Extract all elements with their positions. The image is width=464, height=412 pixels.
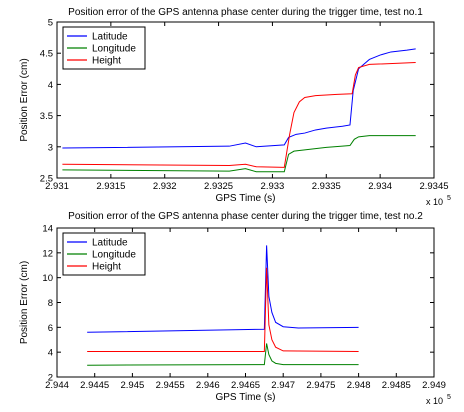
x-tick-label: 2.944 (45, 380, 69, 391)
x-tick-label: 2.9345 (419, 181, 448, 192)
y-tick-label: 3 (48, 142, 53, 153)
x-tick-label: 2.931 (45, 181, 69, 192)
y-tick-label: 14 (42, 224, 53, 235)
y-tick-label: 2 (48, 373, 53, 384)
series-line-height (62, 62, 416, 168)
x-tick-label: 2.9485 (382, 380, 411, 391)
plot-frame (56, 21, 435, 179)
chart-1: Position error of the GPS antenna phase … (19, 7, 451, 207)
y-tick-label: 4.5 (40, 49, 53, 60)
series-line-longitude (62, 135, 416, 173)
chart-2: Position error of the GPS antenna phase … (19, 211, 451, 406)
x-exponent-power: 5 (447, 394, 451, 401)
y-tick-label: 12 (42, 248, 53, 259)
x-tick-label: 2.933 (261, 181, 285, 192)
x-axis-label: GPS Time (s) (215, 193, 275, 204)
chart-title: Position error of the GPS antenna phase … (68, 211, 423, 222)
x-tick-label: 2.946 (196, 380, 220, 391)
legend-label-height: Height (92, 56, 121, 67)
legend-label-latitude: Latitude (92, 32, 128, 43)
legend-label-longitude: Longitude (92, 44, 136, 55)
series-line-longitude (87, 343, 359, 366)
y-tick-label: 3.5 (40, 111, 53, 122)
y-axis-label: Position Error (cm) (19, 261, 30, 344)
x-tick-label: 2.934 (368, 181, 392, 192)
x-tick-label: 2.945 (121, 380, 145, 391)
x-tick-label: 2.9315 (96, 181, 125, 192)
x-exponent-label: x 10 (426, 197, 443, 207)
y-tick-label: 10 (42, 273, 53, 284)
y-tick-label: 4 (48, 348, 53, 359)
x-tick-label: 2.9465 (231, 380, 260, 391)
x-tick-label: 2.948 (347, 380, 371, 391)
legend-label-latitude: Latitude (92, 238, 128, 249)
legend-label-longitude: Longitude (92, 250, 136, 261)
x-tick-label: 2.947 (271, 380, 295, 391)
x-axis-label: GPS Time (s) (215, 392, 275, 403)
x-tick-label: 2.9335 (312, 181, 341, 192)
x-tick-label: 2.9325 (204, 181, 233, 192)
x-tick-label: 2.949 (422, 380, 446, 391)
legend-label-height: Height (92, 262, 121, 273)
series-line-latitude (62, 48, 416, 149)
x-exponent-label: x 10 (426, 396, 443, 406)
x-tick-label: 2.9455 (156, 380, 185, 391)
y-axis-label: Position Error (cm) (19, 58, 30, 141)
series-line-latitude (87, 245, 359, 333)
x-tick-label: 2.932 (153, 181, 177, 192)
y-tick-label: 2.5 (40, 174, 53, 185)
y-tick-label: 8 (48, 298, 53, 309)
series-line-height (87, 267, 359, 353)
x-tick-label: 2.9445 (80, 380, 109, 391)
y-tick-label: 6 (48, 323, 53, 334)
x-tick-label: 2.9475 (306, 380, 335, 391)
y-tick-label: 5 (48, 18, 53, 29)
x-exponent-power: 5 (447, 195, 451, 202)
chart-title: Position error of the GPS antenna phase … (68, 7, 423, 18)
y-tick-label: 4 (48, 80, 53, 91)
